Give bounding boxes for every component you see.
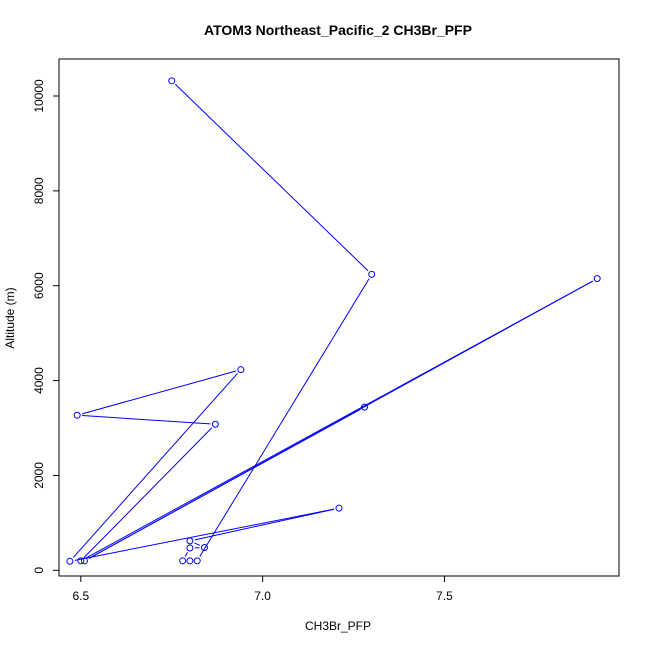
series-line-segment	[81, 370, 237, 415]
series-line-segment	[83, 427, 213, 558]
series-line-segment	[199, 278, 370, 557]
y-axis: 0 2000 4000 6000 8000 10000	[32, 79, 59, 574]
series-line-segment	[184, 552, 188, 557]
data-point	[186, 557, 194, 565]
series-layer	[66, 77, 601, 565]
data-point	[179, 557, 187, 565]
y-tick-label: 2000	[32, 462, 46, 489]
data-point	[335, 504, 343, 512]
data-point	[593, 275, 601, 283]
series-line-segment	[88, 409, 361, 559]
data-point	[368, 270, 376, 278]
series-line-segment	[74, 508, 335, 561]
y-tick-label: 6000	[32, 272, 46, 299]
data-point	[193, 557, 201, 565]
data-point	[200, 544, 208, 552]
data-point	[77, 557, 85, 565]
chart-title: ATOM3 Northeast_Pacific_2 CH3Br_PFP	[204, 22, 472, 38]
x-tick-label: 7.5	[436, 589, 453, 603]
x-axis-label: CH3Br_PFP	[305, 619, 371, 633]
series-line-segment	[194, 508, 335, 541]
data-point	[80, 557, 88, 565]
data-point	[73, 411, 81, 419]
data-point	[186, 544, 194, 552]
data-point	[237, 366, 245, 374]
series-line-segment	[72, 373, 238, 558]
series-line-segment	[174, 83, 369, 272]
y-tick-label: 10000	[32, 79, 46, 113]
y-tick-label: 8000	[32, 177, 46, 204]
x-axis: 6.5 7.0 7.5	[72, 576, 453, 603]
data-point	[66, 557, 74, 565]
y-tick-label: 0	[32, 567, 46, 574]
data-point	[360, 403, 368, 411]
series-line-segment	[82, 415, 211, 425]
data-point	[168, 77, 176, 85]
data-point	[186, 537, 194, 545]
y-tick-label: 4000	[32, 367, 46, 394]
x-tick-label: 7.0	[254, 589, 271, 603]
y-axis-label: Altitude (m)	[3, 287, 17, 348]
data-point	[211, 420, 219, 428]
x-tick-label: 6.5	[72, 589, 89, 603]
plot-frame	[58, 58, 620, 577]
series-line-segment	[194, 542, 201, 546]
